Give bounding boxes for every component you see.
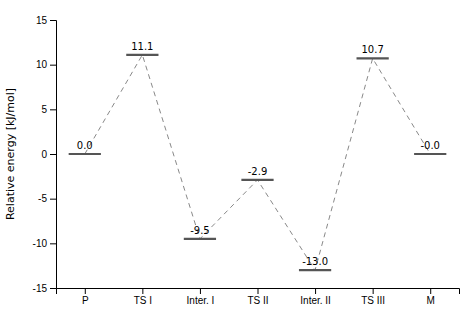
y-tick: -10	[33, 238, 56, 249]
energy-level	[126, 54, 158, 56]
y-tick: 15	[36, 15, 56, 26]
data-label: 10.7	[362, 44, 384, 55]
y-tick: 5	[41, 104, 56, 115]
y-tick-mark	[50, 109, 56, 110]
y-tick-mark	[50, 243, 56, 244]
x-tick: Inter. II	[300, 288, 331, 306]
x-tick-label: M	[427, 295, 435, 306]
data-label: -9.5	[190, 225, 210, 236]
y-tick-label: 0	[41, 149, 47, 160]
x-tick-mark	[142, 288, 143, 294]
x-tick-label: Inter. II	[300, 295, 331, 306]
x-tick-mark	[85, 288, 86, 294]
y-axis-line	[50, 21, 57, 289]
plot: -15 -10 -5 0 5 10 15 P TS I Inter. I TS II Inter. I…	[33, 15, 460, 306]
data-label: -13.0	[302, 256, 328, 267]
x-tick: P	[82, 288, 89, 306]
x-tick-label: Inter. I	[187, 295, 215, 306]
y-tick: 0	[41, 149, 56, 160]
x-tick-mark	[200, 288, 201, 294]
y-tick-mark	[50, 20, 56, 21]
y-tick-mark	[50, 288, 56, 289]
connector-line	[85, 55, 430, 270]
x-tick-mark	[373, 288, 374, 294]
y-tick-mark	[50, 65, 56, 66]
data-label: -0.0	[420, 140, 440, 151]
energy-level	[69, 153, 101, 155]
chart: -15 -10 -5 0 5 10 15 P TS I Inter. I TS II Inter. I…	[0, 0, 474, 324]
energy-level	[357, 57, 389, 59]
data-label: 0.0	[77, 140, 93, 151]
x-tick-label: TS I	[134, 295, 152, 306]
energy-level	[299, 269, 331, 271]
y-axis: -15 -10 -5 0 5 10 15	[33, 15, 57, 294]
x-tick: TS I	[134, 288, 152, 306]
x-tick-mark	[258, 288, 259, 294]
y-tick-label: -10	[33, 238, 48, 249]
y-tick-label: 10	[36, 59, 48, 70]
x-tick-mark	[430, 288, 431, 294]
energy-level	[184, 238, 216, 240]
y-tick: -15	[33, 283, 56, 294]
data-label: 11.1	[131, 41, 153, 52]
y-tick: -5	[38, 193, 56, 204]
x-tick-mark	[315, 288, 316, 294]
y-tick-label: 15	[36, 15, 48, 26]
y-tick-label: -5	[38, 193, 47, 204]
data-label: -2.9	[248, 166, 268, 177]
x-tick: TS II	[247, 288, 268, 306]
y-tick-label: 5	[41, 104, 47, 115]
x-tick-label: TS III	[361, 295, 385, 306]
x-tick: Inter. I	[187, 288, 215, 306]
x-tick-label: TS II	[247, 295, 268, 306]
energy-level	[414, 153, 446, 155]
y-axis-title: Relative energy [kJ/mol]	[4, 88, 17, 220]
marks	[69, 55, 447, 270]
x-axis: P TS I Inter. I TS II Inter. II TS III M	[57, 288, 460, 306]
energy-level	[241, 179, 273, 181]
x-tick: TS III	[361, 288, 385, 306]
y-tick: 10	[36, 59, 56, 70]
x-tick-label: P	[82, 295, 89, 306]
x-axis-line	[57, 289, 460, 295]
y-tick-mark	[50, 199, 56, 200]
data-labels: 0.0 11.1 -9.5 -2.9 -13.0 10.7 -0.0	[77, 41, 440, 267]
x-tick: M	[427, 288, 435, 306]
y-tick-mark	[50, 154, 56, 155]
y-tick-label: -15	[33, 283, 48, 294]
